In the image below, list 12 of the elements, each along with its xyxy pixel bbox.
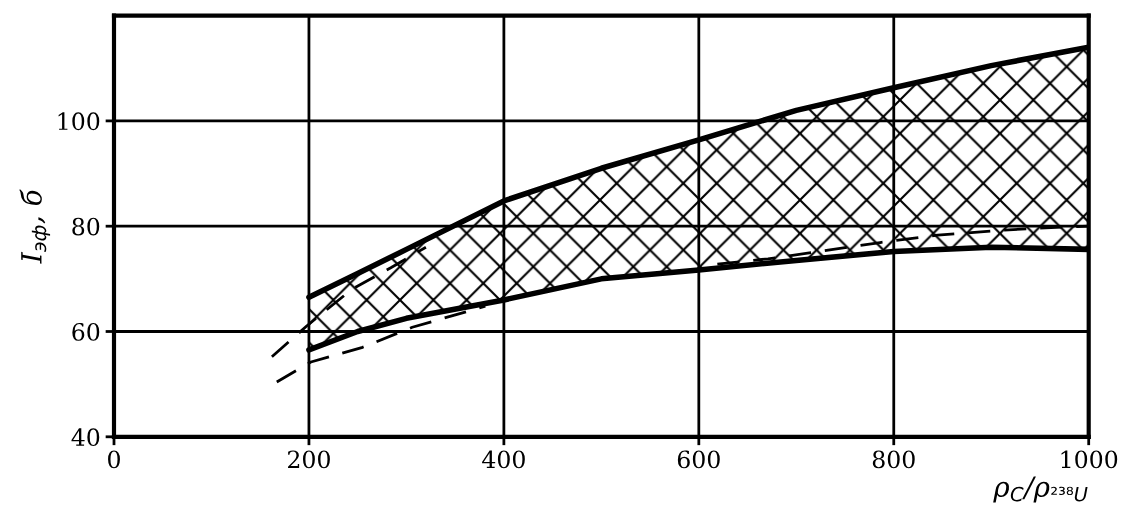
x-tick-label: 0 [108,450,120,469]
y-tick-label: 80 [72,217,100,236]
y-axis-title: I$_{эф}$, б [19,189,51,264]
y-tick-label: 60 [72,322,100,341]
x-tick-label: 400 [482,450,525,469]
x-tick-label: 1000 [1061,450,1118,469]
x-tick-label: 200 [288,450,330,469]
x-axis-title: ρ$_{C}$/ρ$_{²³⁸U}$ [993,476,1088,503]
y-tick-label: 40 [71,428,100,447]
y-tick-label: 100 [58,112,100,131]
x-tick-label: 800 [872,450,915,469]
x-tick-label: 600 [677,450,720,469]
